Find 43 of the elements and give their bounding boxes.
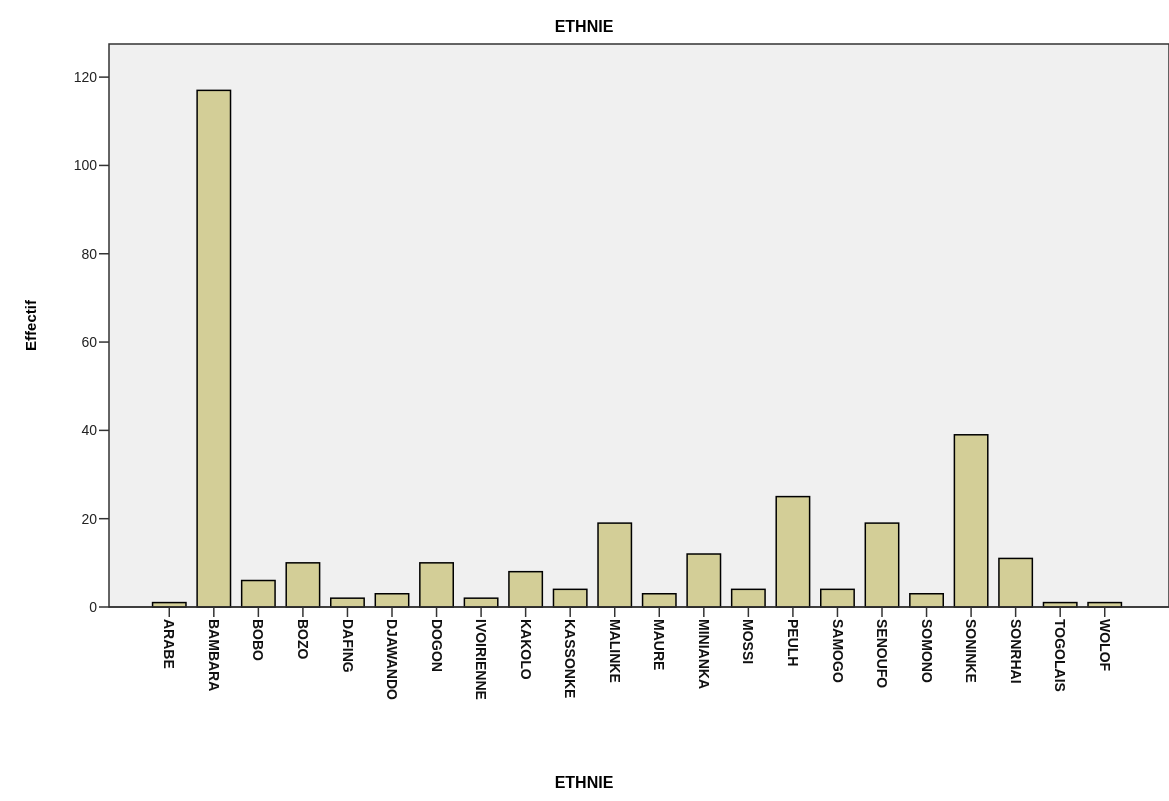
y-tick-label: 20 xyxy=(81,510,98,527)
y-tick-label: 60 xyxy=(81,333,98,350)
x-tick-label: PEULH xyxy=(785,619,802,667)
x-tick-label: KAKOLO xyxy=(517,619,534,680)
x-tick-label: SONINKE xyxy=(963,619,980,683)
x-tick-label: MINIANKA xyxy=(695,619,712,689)
y-tick-label: 80 xyxy=(81,245,98,262)
x-tick-label: SAMOGO xyxy=(829,619,846,683)
bar xyxy=(508,570,544,608)
bar xyxy=(775,495,811,608)
y-tick-label: 100 xyxy=(73,157,98,174)
x-tick-label: KASSONKE xyxy=(562,619,579,699)
x-axis-title: ETHNIE xyxy=(554,774,614,791)
y-axis-title: Effectif xyxy=(22,299,39,351)
x-tick-label: SONRHAI xyxy=(1007,619,1024,684)
x-tick-label: DOGON xyxy=(428,619,445,672)
x-tick-label: ARABE xyxy=(161,619,178,669)
bar xyxy=(686,553,722,608)
bar xyxy=(285,562,321,608)
x-tick-label: SENOUFO xyxy=(874,619,891,689)
x-tick-label: MAURE xyxy=(651,619,668,671)
x-tick-label: DAFING xyxy=(339,619,356,673)
chart-title: ETHNIE xyxy=(554,18,614,35)
bar xyxy=(953,434,989,608)
bar xyxy=(240,579,276,608)
bar xyxy=(864,522,900,608)
bar xyxy=(419,562,454,608)
bar xyxy=(196,89,232,608)
x-tick-label: MOSSI xyxy=(740,619,757,665)
x-tick-label: DJAWANDO xyxy=(384,619,401,701)
x-tick-label: BOZO xyxy=(295,619,312,660)
x-tick-label: IVOIRIENNE xyxy=(473,619,490,700)
x-tick-label: SOMONO xyxy=(918,619,935,683)
x-tick-label: TOGOLAIS xyxy=(1052,619,1069,692)
y-tick-label: 40 xyxy=(81,422,98,439)
bar xyxy=(597,522,633,608)
x-tick-label: BOBO xyxy=(250,619,267,662)
x-tick-label: BAMBARA xyxy=(205,619,222,692)
x-tick-label: WOLOF xyxy=(1096,619,1113,672)
y-tick-label: 120 xyxy=(73,69,98,86)
x-tick-label: MALINKE xyxy=(606,619,623,683)
y-tick-label: 0 xyxy=(89,598,98,615)
bar xyxy=(998,557,1034,608)
